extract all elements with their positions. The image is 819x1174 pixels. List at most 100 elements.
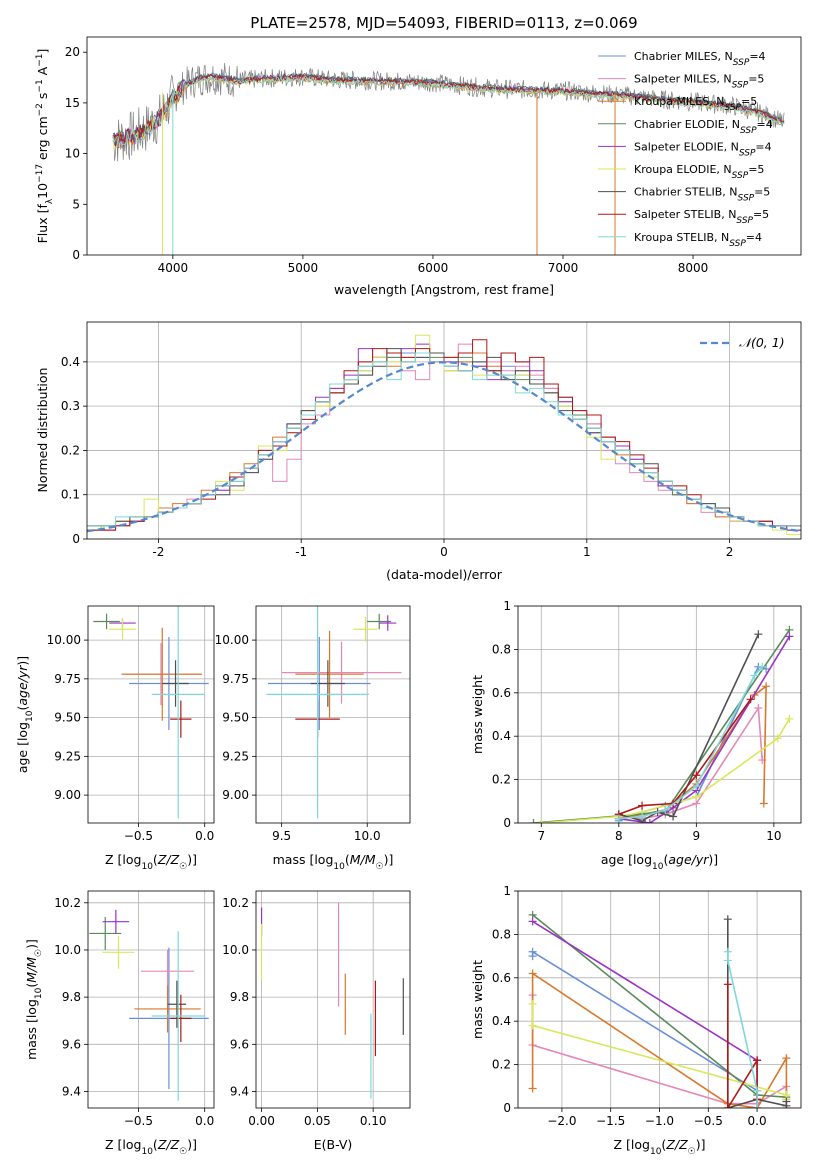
y-tick-label: 0 — [72, 532, 80, 546]
label-segment: age/yr — [668, 852, 709, 867]
y-tick-label: 9.25 — [54, 749, 81, 763]
label-segment: erg cm — [35, 116, 50, 164]
y-tick-label: 15 — [65, 96, 80, 110]
plus-marker — [723, 1104, 732, 1108]
legend-entry: Kroupa STELIB, NSSP=4 — [634, 231, 762, 249]
label-segment: Z/Z — [157, 1137, 180, 1152]
label-segment: 10 — [333, 862, 345, 872]
plus-marker — [528, 999, 537, 1008]
y-axis-label: age [log10(age/yr)] — [15, 656, 35, 773]
plus-marker — [692, 771, 701, 780]
axes-frame — [86, 36, 802, 256]
label-segment: −17 — [35, 164, 45, 183]
plus-marker — [645, 819, 654, 823]
label-segment: Z/Z — [665, 1137, 688, 1152]
label-segment: 10 — [141, 1147, 153, 1157]
x-tick-label: 7000 — [548, 261, 579, 275]
age-vs-mass-panel: 9.5 10.0 9.00 9.25 9.50 9.75 10.00 mass [log10(… — [215, 605, 411, 872]
x-tick-label: −2.0 — [547, 1114, 576, 1128]
x-axis-label: Z [log10(Z/Z☉)] — [105, 852, 197, 872]
label-segment: mass [log — [273, 852, 334, 867]
x-tick-label: 0.05 — [304, 1114, 331, 1128]
label-segment: SSP — [738, 194, 755, 204]
plus-marker — [723, 956, 732, 965]
x-tick-label: −1.5 — [596, 1114, 625, 1128]
label-segment: Kroupa STELIB, N — [634, 231, 729, 244]
y-tick-label: 10.2 — [54, 896, 81, 910]
x-tick-label: 2 — [726, 545, 734, 559]
y-tick-label: 9.4 — [230, 1084, 249, 1098]
x-tick-label: 0.00 — [248, 1114, 275, 1128]
label-segment: )] — [24, 939, 39, 949]
plot-area — [88, 891, 214, 1108]
label-segment: s — [35, 93, 50, 104]
label-segment: ( — [15, 706, 30, 711]
y-tick-label: 10.0 — [222, 943, 249, 957]
plus-marker — [759, 799, 768, 808]
mass-weight-vs-metallicity-panel: −2.0 −1.5 −1.0 −0.5 0.0 0 0.2 0.4 0.6 0.8 1 Z [log1… — [470, 884, 802, 1157]
label-segment: =4 — [749, 50, 765, 63]
x-tick-label: 9.5 — [272, 829, 291, 843]
label-segment: SSP — [740, 126, 757, 136]
model-spectrum-line — [112, 72, 785, 147]
gaussian-curve — [87, 361, 801, 533]
label-segment: )] — [696, 1137, 706, 1152]
label-segment: age/yr — [15, 665, 30, 706]
label-segment: )] — [15, 656, 30, 666]
label-segment: Chabrier ELODIE, N — [634, 118, 740, 131]
y-tick-label: 10.00 — [47, 633, 81, 647]
plus-marker — [692, 792, 701, 801]
x-tick-label: −0.5 — [694, 1114, 723, 1128]
legend-entry: Salpeter MILES, NSSP=5 — [634, 73, 764, 91]
label-segment: )] — [187, 852, 197, 867]
plus-marker — [750, 671, 759, 680]
label-segment: mass [log — [24, 999, 39, 1060]
label-segment: SSP — [724, 103, 741, 113]
axes-frame — [86, 321, 802, 540]
label-segment: SSP — [736, 216, 753, 226]
y-tick-label: 9.8 — [230, 990, 249, 1004]
model-spectrum-line — [112, 73, 785, 145]
y-axis-label: Normed distribution — [35, 368, 50, 493]
label-segment: Chabrier MILES, N — [634, 50, 733, 63]
x-tick-label: -1 — [295, 545, 307, 559]
y-tick-label: 0.6 — [492, 686, 511, 700]
y-tick-label: 20 — [65, 45, 80, 59]
label-segment: ☉ — [179, 862, 187, 872]
plot-area — [518, 606, 801, 823]
y-tick-label: 0.2 — [61, 443, 80, 457]
y-axis-label: mass weight — [470, 960, 485, 1039]
plus-marker — [782, 1054, 791, 1063]
label-segment: ( — [24, 983, 39, 988]
plus-marker — [528, 969, 537, 978]
y-tick-label: 0.3 — [61, 399, 80, 413]
y-tick-label: 0.1 — [61, 488, 80, 502]
axes-frame — [87, 890, 215, 1109]
label-segment: Flux [f — [35, 204, 50, 244]
y-tick-label: 0 — [503, 816, 511, 830]
weight-line — [532, 920, 758, 1108]
y-tick-label: 0.2 — [492, 773, 511, 787]
legend-entry: Salpeter ELODIE, NSSP=4 — [634, 140, 772, 158]
label-segment: ] — [35, 49, 50, 54]
axes-frame — [87, 605, 215, 824]
label-segment: )] — [708, 852, 718, 867]
y-tick-label: 9.25 — [222, 749, 249, 763]
label-segment: ( — [661, 1137, 666, 1152]
x-tick-label: 1 — [583, 545, 591, 559]
y-tick-label: 9.50 — [54, 711, 81, 725]
legend-entry: Chabrier ELODIE, NSSP=4 — [634, 118, 773, 136]
x-axis-label: age [log10(age/yr)] — [601, 852, 718, 872]
label-segment: Salpeter STELIB, N — [634, 208, 736, 221]
mass-vs-metallicity-panel: −0.5 0.09.49.69.810.010.2Z [log10(Z/Z☉)]m… — [24, 890, 215, 1157]
mass-vs-extinction-panel: 0.00 0.05 0.10 9.4 9.6 9.8 10.0 10.2 E(B-V) — [222, 890, 411, 1152]
x-tick-label: 8000 — [678, 261, 709, 275]
x-tick-label: 0.0 — [195, 829, 214, 843]
plus-marker — [638, 801, 647, 810]
label-segment: ( — [663, 852, 668, 867]
y-tick-label: 9.8 — [62, 990, 81, 1004]
plus-marker — [754, 703, 763, 712]
weight-line — [618, 666, 763, 820]
x-axis-label: wavelength [Angstrom, rest frame] — [334, 282, 554, 297]
plus-marker — [753, 1086, 762, 1095]
